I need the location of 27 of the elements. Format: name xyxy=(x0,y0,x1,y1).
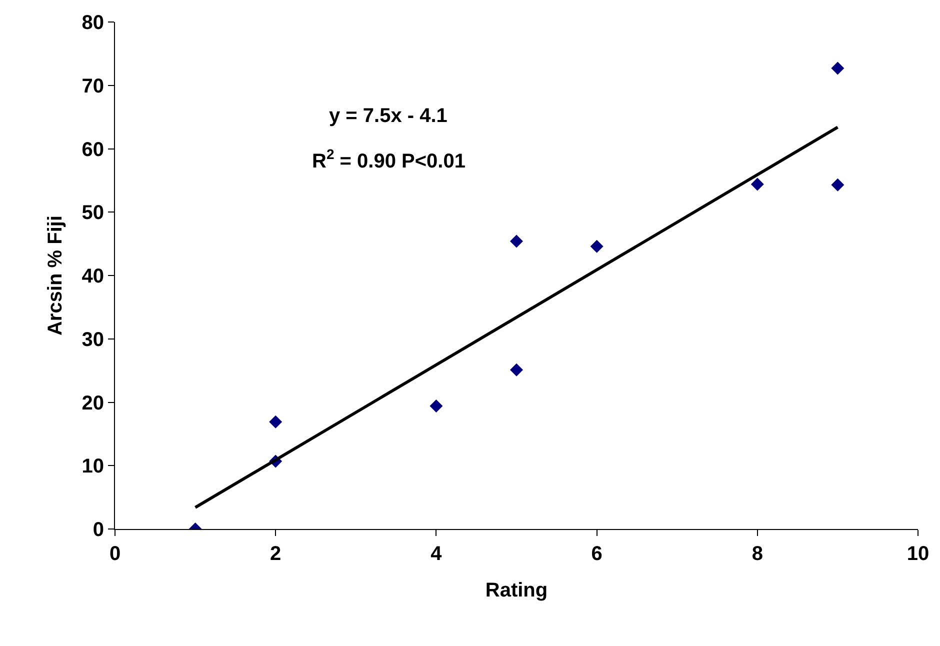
x-tick-label: 4 xyxy=(430,543,443,565)
y-tick-label: 0 xyxy=(92,519,104,541)
x-tick-label: 10 xyxy=(906,543,930,565)
y-tick-label: 20 xyxy=(82,392,104,414)
x-tick-label: 8 xyxy=(752,543,763,565)
point xyxy=(831,62,844,75)
point xyxy=(590,240,604,253)
y-tick-label: 60 xyxy=(82,138,104,161)
x-tick-label: 2 xyxy=(270,543,282,565)
point xyxy=(430,400,443,413)
y-tick-label: 30 xyxy=(82,328,104,351)
x-axis-title: Rating xyxy=(485,580,548,602)
point xyxy=(510,234,523,248)
y-tick-label: 40 xyxy=(82,266,104,288)
point xyxy=(269,415,282,428)
point xyxy=(510,363,523,376)
y-axis-title: Arcsin % Fiji xyxy=(44,215,66,336)
y-tick-label: 70 xyxy=(82,75,104,98)
y-tick-label: 50 xyxy=(82,202,104,224)
x-tick-label: 6 xyxy=(591,543,602,565)
y-tick-label: 10 xyxy=(82,456,104,478)
annotation: y = 7.5x - 4.1 xyxy=(329,105,448,127)
point xyxy=(831,178,844,192)
annotation: R$^{2}$ = 0.90 P<0.01 xyxy=(312,146,466,172)
point xyxy=(750,178,764,191)
x-tick-label: 0 xyxy=(109,543,121,565)
y-tick-label: 80 xyxy=(82,12,104,34)
